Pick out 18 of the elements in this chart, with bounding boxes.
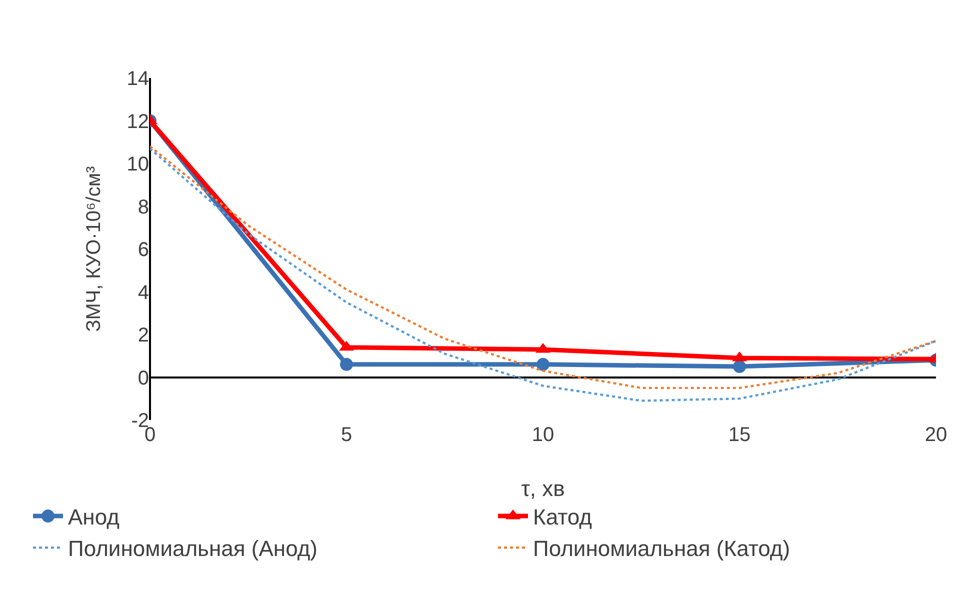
y-tick-label: 8: [138, 196, 149, 218]
y-tick-label: 10: [126, 154, 149, 176]
legend-label: Полиномиальная (Катод): [533, 536, 790, 562]
legend-label: Полиномиальная (Анод): [68, 536, 318, 562]
legend-label: Анод: [68, 504, 120, 530]
x-tick-label: 10: [532, 424, 554, 446]
y-axis-title: ЗМЧ, КУО·10⁶/см³: [83, 166, 105, 332]
y-tick-label: 0: [138, 367, 149, 390]
x-tick-label: 20: [924, 424, 948, 446]
x-axis-title: τ, хв: [521, 476, 565, 501]
x-tick-label: 15: [728, 424, 751, 446]
y-tick-label: 6: [138, 239, 149, 261]
y-tick-label: 12: [126, 110, 149, 133]
y-tick-label: 14: [126, 68, 149, 90]
legend-label: Катод: [533, 504, 592, 530]
y-tick-label: 4: [138, 282, 149, 304]
x-tick-label: 5: [340, 424, 352, 446]
y-tick-label: 2: [138, 324, 149, 346]
